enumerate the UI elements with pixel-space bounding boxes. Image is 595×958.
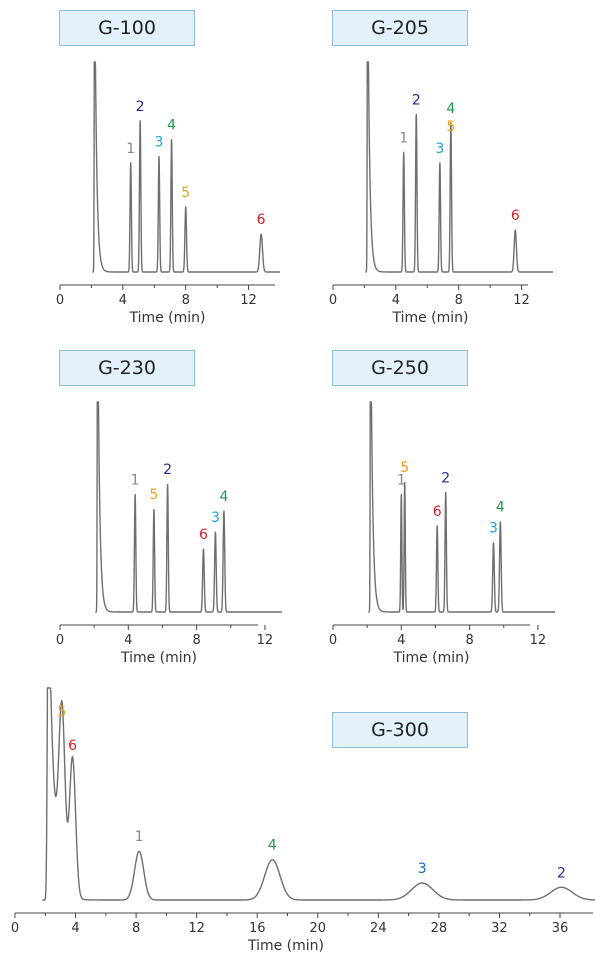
x-tick-label-g-230-4: 4 (124, 633, 132, 648)
chromatogram-trace-g-230 (94, 401, 283, 613)
x-tick-label-g-100-12: 12 (240, 293, 257, 308)
peak-label-g-300-5: 5 (57, 704, 66, 720)
peak-label-g-100-4: 4 (167, 118, 176, 134)
chromatogram-trace-g-250 (367, 401, 556, 613)
peak-label-g-205-5: 5 (446, 119, 455, 135)
chart-title-g250: G-250 (332, 350, 468, 386)
peak-label-g-230-1: 1 (131, 472, 140, 488)
peak-label-g-300-4: 4 (268, 838, 277, 854)
x-tick-label-g-100-0: 0 (56, 293, 64, 308)
chart-title-g300: G-300 (332, 712, 468, 748)
x-tick-label-g-250-4: 4 (397, 633, 405, 648)
peak-label-g-300-2: 2 (557, 865, 566, 881)
x-tick-label-g-100-8: 8 (182, 293, 190, 308)
x-tick-label-g-100-4: 4 (119, 293, 127, 308)
peak-label-g-205-2: 2 (412, 93, 421, 109)
x-axis-label-g-250: Time (min) (392, 650, 469, 666)
x-tick-label-g-300-4: 4 (71, 921, 79, 936)
x-axis-label-g-100: Time (min) (128, 310, 205, 326)
x-tick-label-g-230-0: 0 (56, 633, 64, 648)
peak-label-g-250-6: 6 (433, 504, 442, 520)
peak-label-g-100-2: 2 (136, 99, 145, 115)
x-tick-label-g-300-28: 28 (431, 921, 448, 936)
peak-label-g-205-1: 1 (399, 130, 408, 146)
peak-label-g-250-3: 3 (489, 521, 498, 537)
x-tick-label-g-300-24: 24 (370, 921, 387, 936)
x-axis-label-g-230: Time (min) (120, 650, 197, 666)
x-tick-label-g-230-8: 8 (192, 633, 200, 648)
chromatogram-trace-g-205 (364, 61, 554, 273)
x-tick-label-g-300-20: 20 (310, 921, 327, 936)
chromatogram-trace-g-300 (41, 687, 595, 901)
peak-label-g-250-4: 4 (496, 500, 505, 516)
peak-label-g-250-1: 1 (397, 472, 406, 488)
peak-label-g-100-5: 5 (181, 185, 190, 201)
peak-label-g-300-6: 6 (68, 738, 77, 754)
peak-label-g-300-3: 3 (418, 861, 427, 877)
chart-title-g205: G-205 (332, 10, 468, 46)
peak-label-g-250-5: 5 (400, 460, 409, 476)
x-tick-label-g-250-8: 8 (465, 633, 473, 648)
x-axis-label-g-205: Time (min) (391, 310, 468, 326)
peak-label-g-230-5: 5 (149, 487, 158, 503)
peak-label-g-300-1: 1 (135, 829, 144, 845)
peak-label-g-230-2: 2 (163, 462, 172, 478)
peak-label-g-205-6: 6 (511, 208, 520, 224)
x-tick-label-g-205-8: 8 (455, 293, 463, 308)
chromatogram-trace-g-100 (91, 61, 281, 273)
x-tick-label-g-205-4: 4 (392, 293, 400, 308)
x-tick-label-g-300-36: 36 (552, 921, 569, 936)
peak-label-g-230-3: 3 (211, 510, 220, 526)
peak-label-g-100-1: 1 (126, 141, 135, 157)
chart-title-g100: G-100 (59, 10, 195, 46)
peak-label-g-205-4: 4 (446, 101, 455, 117)
peak-label-g-230-6: 6 (199, 527, 208, 543)
x-tick-label-g-300-16: 16 (249, 921, 266, 936)
peak-label-g-100-3: 3 (155, 135, 164, 151)
x-tick-label-g-230-12: 12 (257, 633, 274, 648)
peak-label-g-250-2: 2 (441, 470, 450, 486)
x-tick-label-g-300-8: 8 (132, 921, 140, 936)
x-tick-label-g-205-12: 12 (513, 293, 530, 308)
x-tick-label-g-300-32: 32 (491, 921, 508, 936)
x-tick-label-g-250-0: 0 (329, 633, 337, 648)
x-axis-label-g-300: Time (min) (247, 938, 324, 954)
peak-label-g-100-6: 6 (257, 212, 266, 228)
x-tick-label-g-300-12: 12 (188, 921, 205, 936)
peak-label-g-205-3: 3 (435, 141, 444, 157)
peak-label-g-230-4: 4 (219, 489, 228, 505)
x-tick-label-g-205-0: 0 (329, 293, 337, 308)
x-tick-label-g-250-12: 12 (530, 633, 547, 648)
x-tick-label-g-300-0: 0 (11, 921, 19, 936)
chart-title-g230: G-230 (59, 350, 195, 386)
